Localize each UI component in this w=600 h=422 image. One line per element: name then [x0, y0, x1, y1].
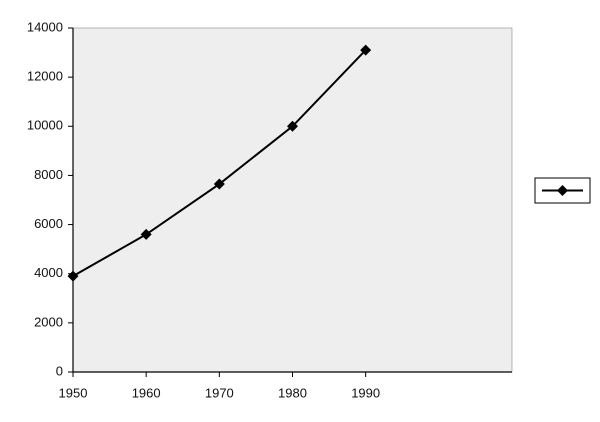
- x-tick-label: 1960: [132, 385, 161, 400]
- y-tick-label: 0: [56, 363, 63, 378]
- y-tick-label: 10000: [27, 118, 63, 133]
- legend-marker: [557, 185, 568, 196]
- x-tick-label: 1950: [59, 385, 88, 400]
- y-tick-label: 4000: [34, 265, 63, 280]
- y-tick-label: 6000: [34, 216, 63, 231]
- point: [67, 270, 79, 282]
- point: [287, 120, 298, 132]
- x-tick-label: 1980: [278, 385, 307, 400]
- plot-area: [72, 27, 513, 373]
- y-tick-label: 12000: [27, 69, 63, 84]
- point: [140, 228, 152, 240]
- y-tick-label: 8000: [34, 167, 63, 182]
- legend: [534, 177, 591, 204]
- y-tick-label: 14000: [27, 19, 63, 34]
- point: [213, 178, 225, 190]
- x-tick-label: 1990: [351, 385, 380, 400]
- x-tick-label: 1970: [205, 385, 234, 400]
- y-tick-label: 2000: [34, 314, 63, 329]
- point: [360, 44, 372, 56]
